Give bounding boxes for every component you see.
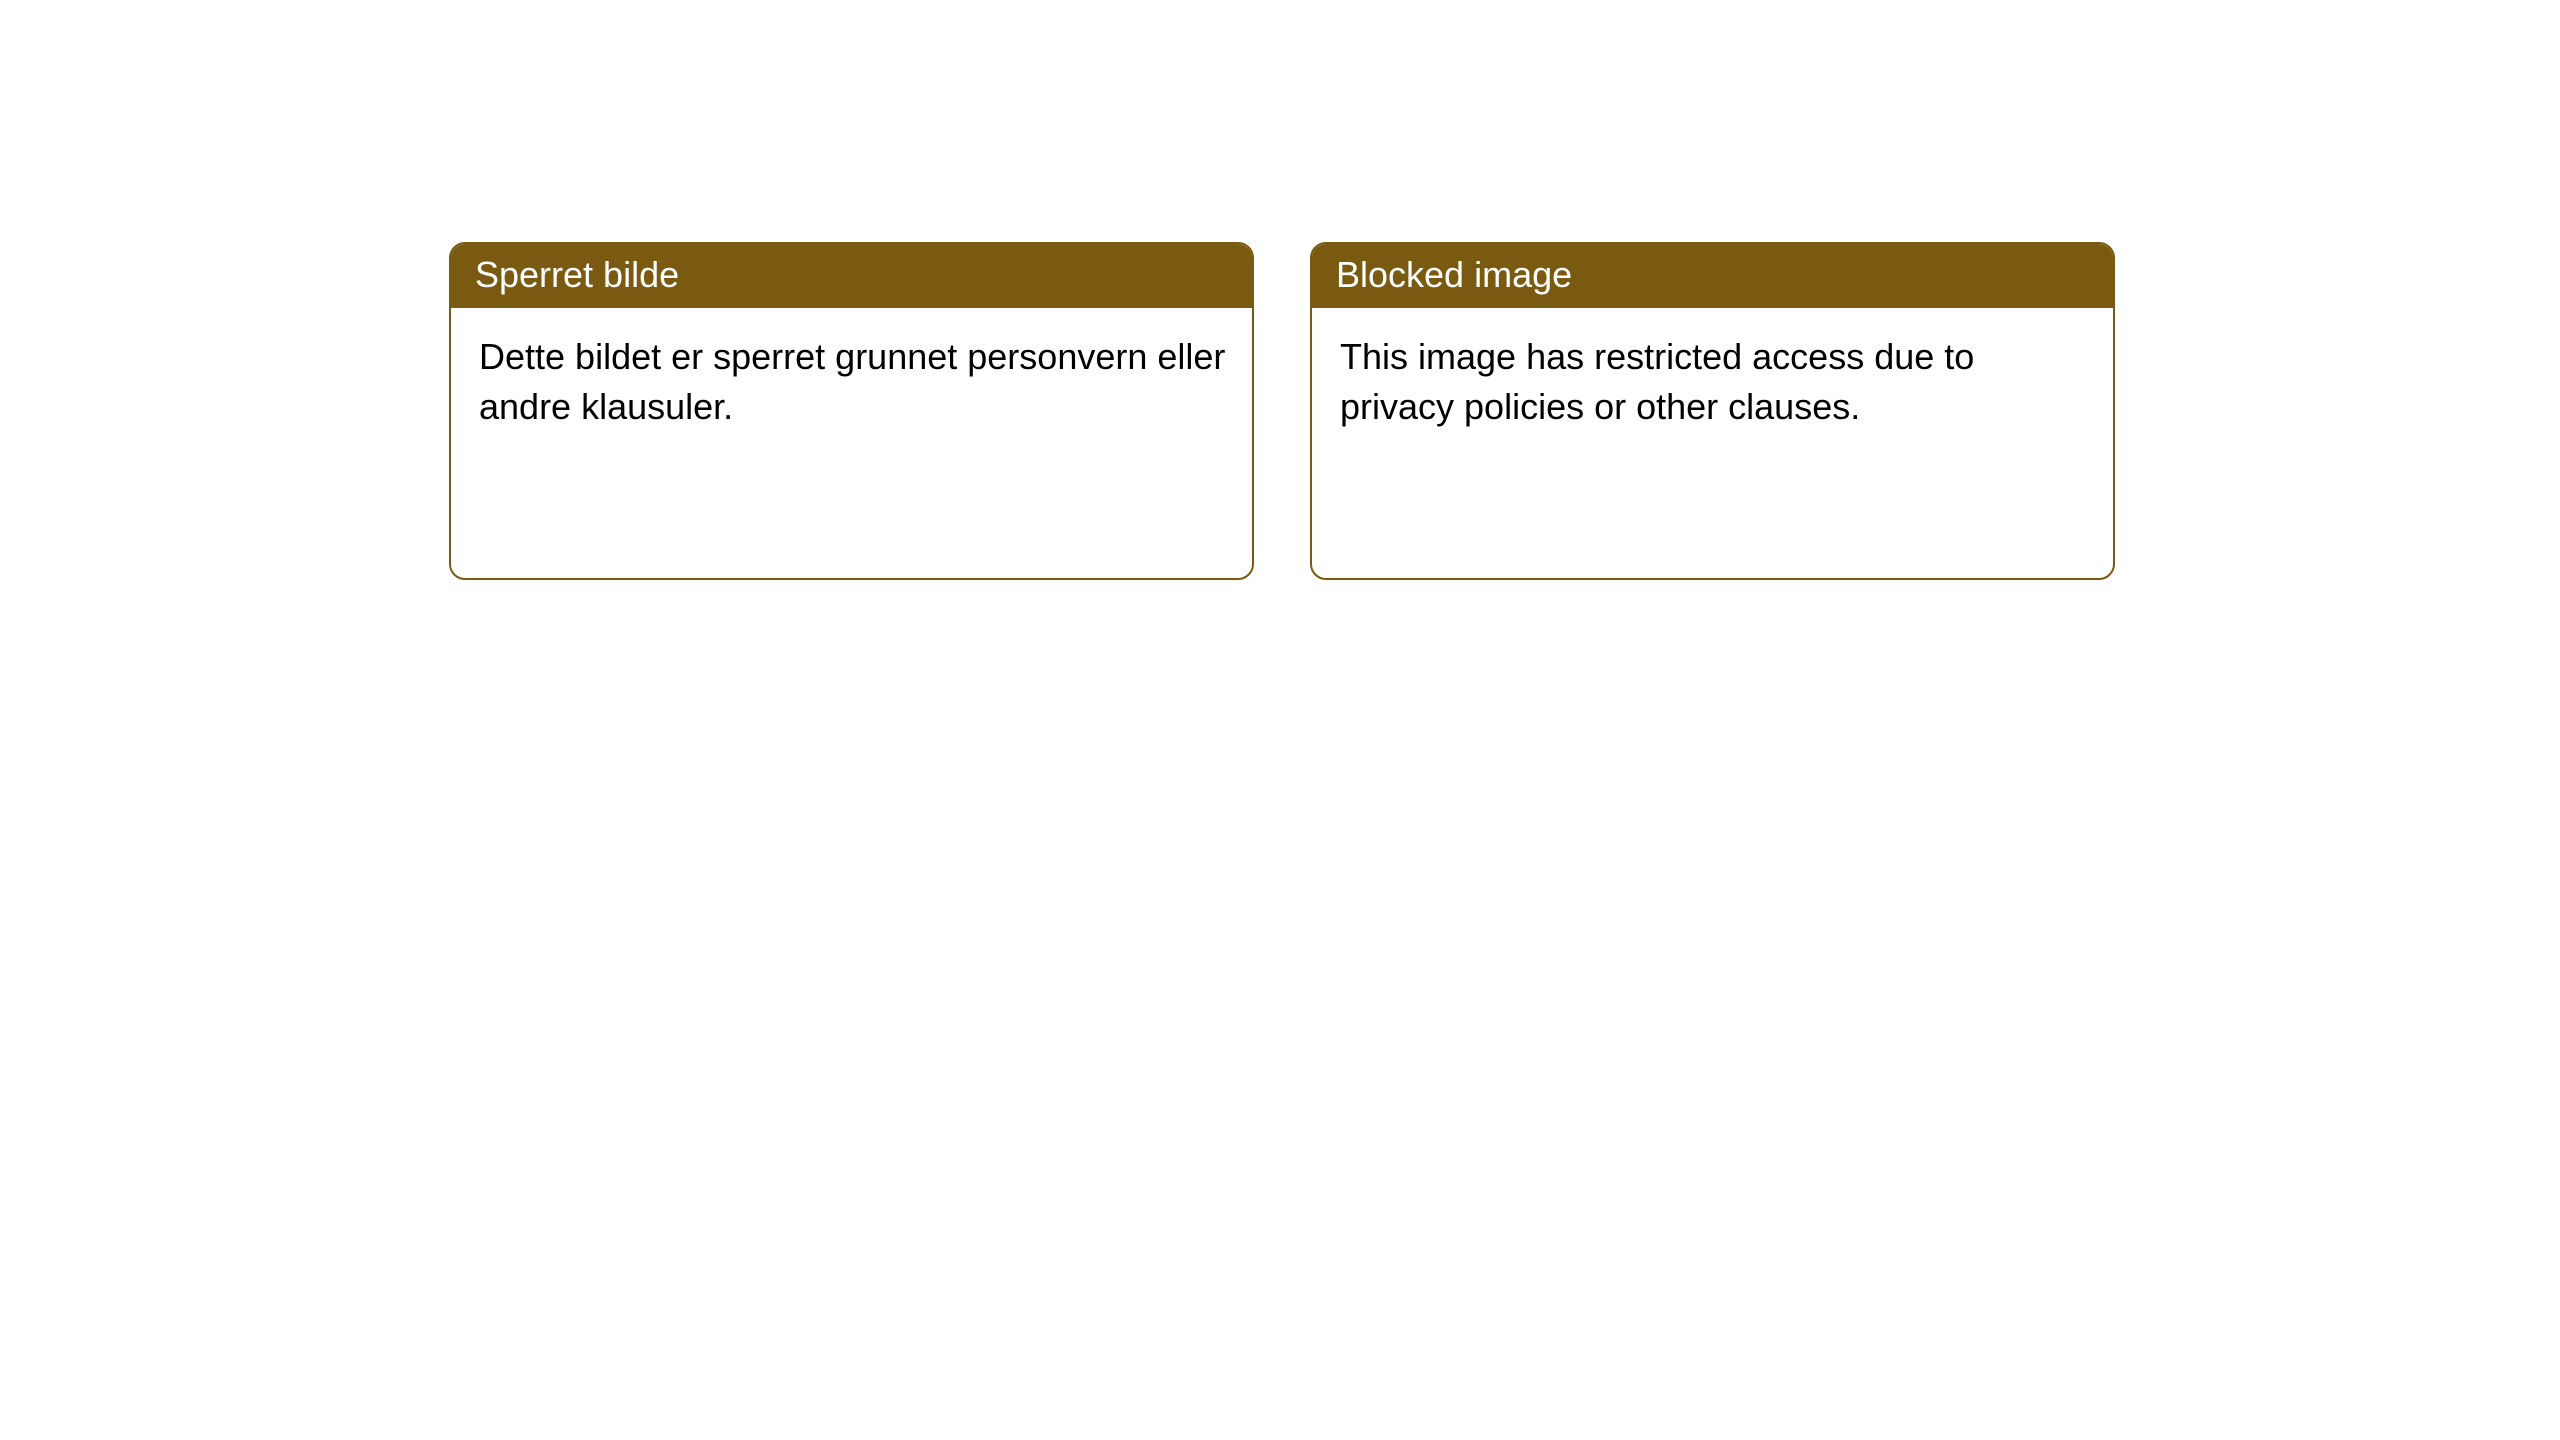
card-header-english: Blocked image: [1312, 244, 2113, 308]
notice-container: Sperret bilde Dette bildet er sperret gr…: [449, 242, 2115, 580]
blocked-image-card-english: Blocked image This image has restricted …: [1310, 242, 2115, 580]
card-header-norwegian: Sperret bilde: [451, 244, 1252, 308]
card-title-norwegian: Sperret bilde: [475, 254, 679, 295]
card-message-english: This image has restricted access due to …: [1340, 336, 1974, 427]
card-title-english: Blocked image: [1336, 254, 1572, 295]
card-body-norwegian: Dette bildet er sperret grunnet personve…: [451, 308, 1252, 457]
blocked-image-card-norwegian: Sperret bilde Dette bildet er sperret gr…: [449, 242, 1254, 580]
card-body-english: This image has restricted access due to …: [1312, 308, 2113, 457]
card-message-norwegian: Dette bildet er sperret grunnet personve…: [479, 336, 1225, 427]
